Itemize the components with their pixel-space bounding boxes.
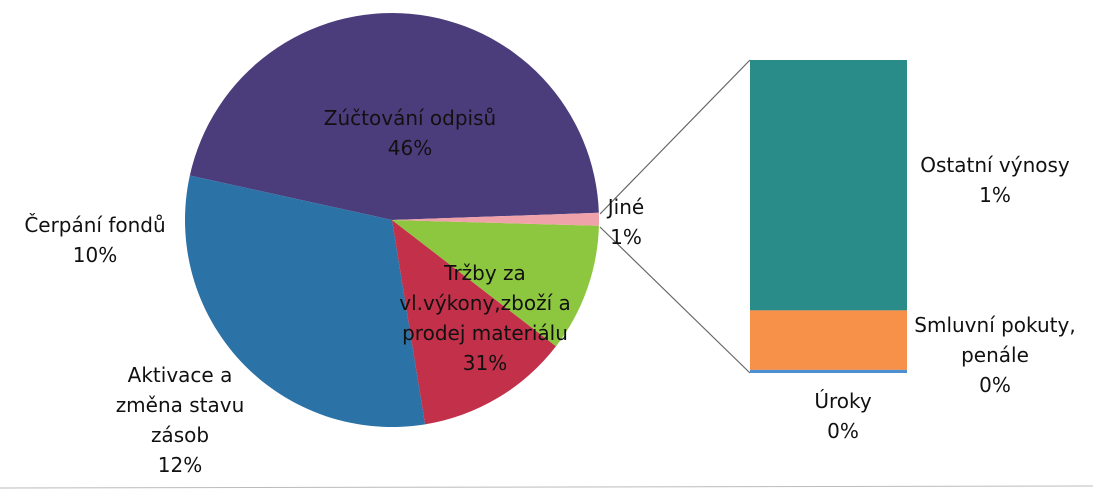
category-label: Zúčtování odpisů: [323, 106, 497, 130]
connector: [599, 59, 751, 215]
value-label: 0%: [979, 373, 1011, 397]
category-label: Aktivace a změna stavu zásob: [115, 363, 245, 447]
pie-slice: [392, 212, 599, 226]
bar-segment: [750, 60, 907, 311]
data-label: Aktivace a změna stavu zásob 12%: [100, 360, 260, 480]
category-label: Čerpání fondů: [24, 213, 166, 237]
connector: [599, 226, 751, 374]
pie-slice: [189, 13, 599, 221]
bar-segment: [750, 310, 907, 370]
bar-segment: [750, 369, 907, 373]
category-label: Tržby za vl.výkony,zboží a prodej materi…: [399, 261, 571, 345]
data-label: Tržby za vl.výkony,zboží a prodej materi…: [385, 258, 585, 378]
value-label: 1%: [610, 225, 642, 249]
category-label: Ostatní výnosy: [920, 153, 1070, 177]
category-label: Jiné: [607, 195, 645, 219]
pie-slice: [392, 220, 599, 347]
pie-slice: [185, 175, 426, 427]
data-label: Jiné 1%: [596, 192, 656, 252]
value-label: 46%: [387, 136, 433, 160]
value-label: 1%: [979, 183, 1011, 207]
category-label: Úroky: [814, 389, 872, 413]
frame-line: [0, 485, 1093, 489]
value-label: 31%: [462, 351, 508, 375]
value-label: 12%: [157, 453, 203, 477]
data-label: Zúčtování odpisů 46%: [280, 103, 540, 163]
value-label: 10%: [72, 243, 118, 267]
data-label: Čerpání fondů 10%: [0, 210, 190, 270]
data-label: Úroky 0%: [783, 386, 903, 446]
data-label: Ostatní výnosy 1%: [900, 150, 1090, 210]
value-label: 0%: [827, 419, 859, 443]
category-label: Smluvní pokuty, penále: [914, 313, 1076, 367]
data-label: Smluvní pokuty, penále 0%: [890, 310, 1093, 400]
pie-slice: [392, 220, 557, 425]
